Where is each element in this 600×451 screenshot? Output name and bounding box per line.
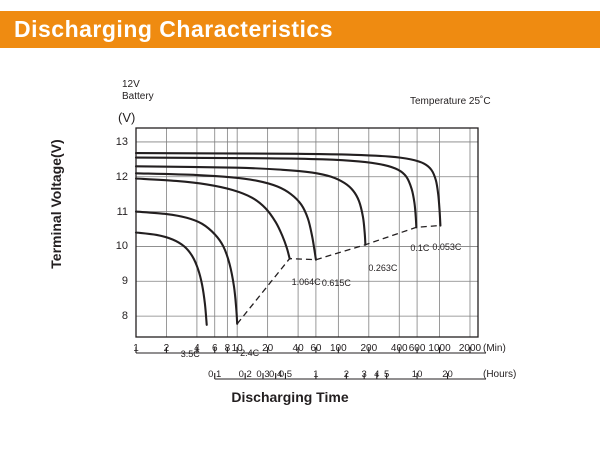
y-tick-8: 8 xyxy=(121,310,128,323)
header-bar xyxy=(0,11,600,48)
voltage-unit-label: (V) xyxy=(118,110,136,125)
hours-unit-label: (Hours) xyxy=(483,369,517,380)
hour-tick-0-3: 0.3 xyxy=(256,369,270,380)
minute-tick-1000: 1000 xyxy=(428,343,451,354)
battery-word-text: Battery xyxy=(122,91,154,102)
y-tick-13: 13 xyxy=(115,135,128,148)
hour-tick-2: 2 xyxy=(343,369,350,380)
minute-tick-10: 10 xyxy=(231,343,243,354)
horizontal-gridlines xyxy=(136,141,478,317)
minute-tick-8: 8 xyxy=(224,343,231,354)
minutes-unit-label: (Min) xyxy=(483,343,506,354)
hour-tick-3: 3 xyxy=(361,369,367,380)
curve-label-2-4C: 2.4C xyxy=(240,347,260,358)
curve-label-1-064C: 1.064C xyxy=(291,276,321,287)
plot-canvas xyxy=(134,127,486,380)
hour-tick-20: 20 xyxy=(442,369,453,380)
hour-tick-0-1: 0.1 xyxy=(208,369,222,380)
hour-tick-0-4: 0.4 xyxy=(269,369,283,380)
hour-tick-1: 1 xyxy=(313,369,319,380)
curve-0-263C xyxy=(134,165,367,246)
minute-tick-400: 400 xyxy=(390,343,408,354)
minute-tick-40: 40 xyxy=(292,343,304,354)
minute-tick-200: 200 xyxy=(360,343,378,354)
y-tick-11: 11 xyxy=(116,205,128,218)
battery-voltage-text: 12V xyxy=(122,79,140,90)
y-tick-9: 9 xyxy=(121,275,128,288)
curve-0-053C xyxy=(134,152,442,227)
page-title: Discharging Characteristics xyxy=(14,16,334,42)
curve-3-5C xyxy=(134,231,208,326)
x-axis-title: Discharging Time xyxy=(231,389,349,405)
curve-0-615C xyxy=(134,172,317,261)
minute-tick-4: 4 xyxy=(194,343,200,354)
curve-label-0-263C: 0.263C xyxy=(368,262,398,273)
y-tick-10: 10 xyxy=(115,240,128,253)
minute-tick-20: 20 xyxy=(262,343,274,354)
minute-tick-1: 1 xyxy=(133,343,139,354)
minute-tick-60: 60 xyxy=(310,343,322,354)
hour-tick-5: 5 xyxy=(383,369,390,380)
hours-tick-marks xyxy=(214,373,449,379)
hour-tick-0-2: 0.2 xyxy=(238,369,252,380)
minute-tick-2: 2 xyxy=(163,343,170,354)
hour-tick-4: 4 xyxy=(374,369,380,380)
minute-tick-600: 600 xyxy=(408,343,426,354)
minute-tick-100: 100 xyxy=(330,343,347,354)
battery-type-label: 12V Battery xyxy=(122,79,154,103)
curve-label-3-5C: 3.5C xyxy=(180,348,200,359)
curve-2-4C xyxy=(134,210,239,325)
hour-tick-0-5: 0.5 xyxy=(278,369,293,380)
temperature-label: Temperature 25˚C xyxy=(410,96,491,107)
curve-label-0-615C: 0.615C xyxy=(321,277,351,288)
discharge-curves xyxy=(134,152,442,326)
cutoff-envelope-dashed xyxy=(236,224,441,325)
minutes-tick-marks xyxy=(135,347,471,353)
curve-1-064C xyxy=(134,177,291,260)
minute-tick-6: 6 xyxy=(211,343,218,354)
y-tick-12: 12 xyxy=(115,170,128,183)
discharge-characteristics-chart: 12V Battery (V) Temperature 25˚C Termina… xyxy=(0,48,600,451)
curve-0-1C xyxy=(134,156,418,229)
vertical-gridlines xyxy=(166,128,471,337)
curve-label-0-053C: 0.053C xyxy=(432,241,462,252)
minute-tick-2000: 2000 xyxy=(458,343,482,354)
curve-label-0-1C: 0.1C xyxy=(410,243,430,254)
hour-tick-10: 10 xyxy=(411,369,423,380)
